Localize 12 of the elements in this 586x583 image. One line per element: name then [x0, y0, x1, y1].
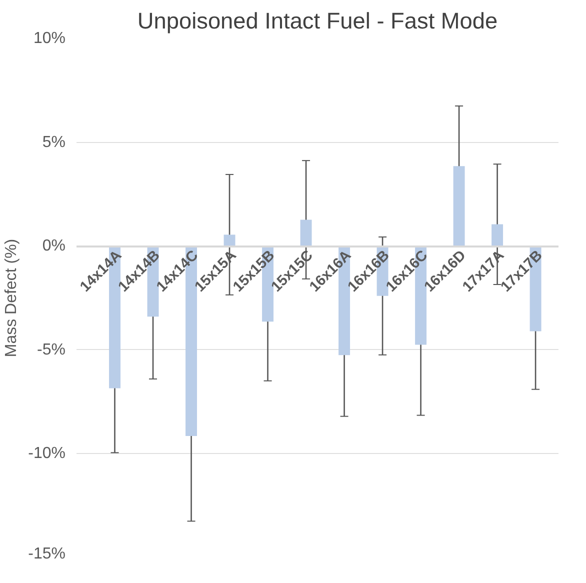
y-tick-label: -10% — [28, 445, 66, 462]
bar — [453, 166, 465, 246]
y-tick-label: -5% — [37, 341, 66, 358]
y-tick-label: -15% — [28, 546, 66, 562]
bar — [224, 234, 236, 246]
y-tick-label: 10% — [33, 30, 66, 47]
bar — [300, 220, 312, 246]
y-tick-label: 0% — [42, 238, 66, 255]
chart-title: Unpoisoned Intact Fuel - Fast Mode — [137, 8, 498, 34]
y-tick-label: 5% — [42, 134, 66, 151]
y-axis-title: Mass Defect (%) — [3, 238, 20, 358]
bar — [492, 224, 504, 246]
